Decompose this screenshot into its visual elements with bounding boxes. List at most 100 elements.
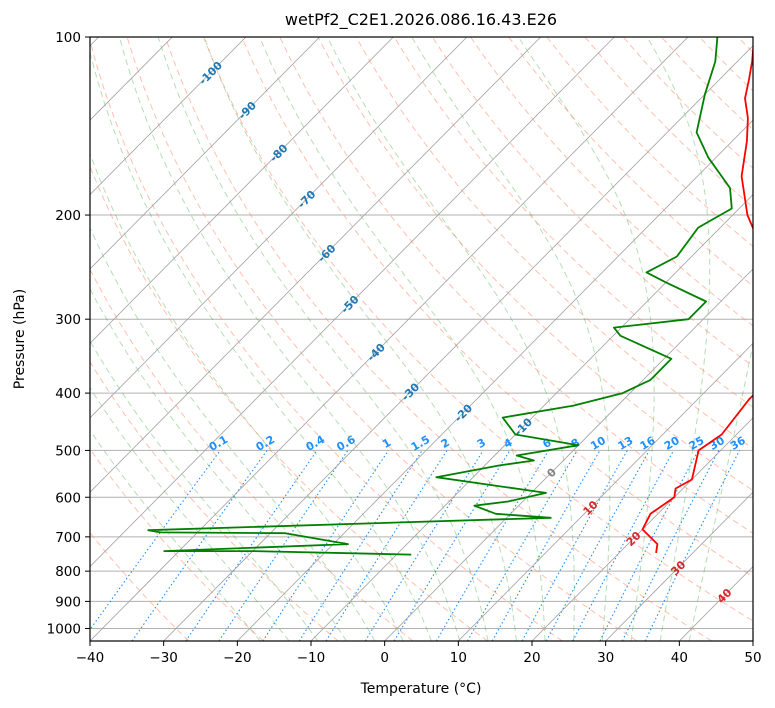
mixing-ratio-line xyxy=(491,450,601,641)
dry-adiabat-line xyxy=(90,38,563,641)
dry-adiabat-line xyxy=(508,37,753,287)
mixing-ratio-lines xyxy=(90,450,741,641)
isotherm-line xyxy=(237,119,753,641)
y-tick-label: 800 xyxy=(55,564,81,580)
y-tick-label: 100 xyxy=(55,30,81,46)
moist-adiabat-line xyxy=(90,287,347,641)
x-tick-label: −30 xyxy=(149,650,178,666)
moist-adiabat-line xyxy=(517,37,655,641)
mixing-ratio-line xyxy=(572,450,675,641)
x-tick-label: 30 xyxy=(597,650,614,666)
moist-adiabat-line xyxy=(203,37,517,641)
dry-adiabat-line xyxy=(546,37,753,248)
plot-frame xyxy=(89,36,754,642)
moist-adiabat-line xyxy=(259,37,546,641)
y-tick-label: 700 xyxy=(55,530,81,546)
isotherm-label: -20 xyxy=(452,401,475,424)
moist-adiabat-line xyxy=(688,341,753,641)
mixing-ratio-line xyxy=(621,450,720,641)
moist-adiabat-line xyxy=(119,37,461,641)
y-tick-label: 600 xyxy=(55,490,81,506)
isotherms xyxy=(90,37,753,641)
mixing-ratio-line xyxy=(545,450,650,641)
mixing-ratio-line xyxy=(644,450,741,641)
dry-adiabat-line xyxy=(279,37,753,534)
isotherm-line xyxy=(163,45,753,641)
x-tick-label: −40 xyxy=(76,650,105,666)
y-tick-label: 1000 xyxy=(47,621,81,637)
dry-adiabat-line xyxy=(355,37,753,450)
isotherm-line xyxy=(605,491,753,641)
dry-adiabat-line xyxy=(203,37,753,622)
isotherm-line xyxy=(752,640,753,641)
x-tick-label: −20 xyxy=(223,650,252,666)
isotherm-label: -70 xyxy=(295,188,318,211)
dry-adiabat-line xyxy=(90,448,264,641)
mixing-ratio-line xyxy=(218,450,349,641)
y-tick-label: 900 xyxy=(55,594,81,610)
moist-adiabat-line xyxy=(90,429,261,641)
dewpoint-profile xyxy=(147,37,733,556)
isotherm-line xyxy=(90,37,615,568)
x-tick-label: 50 xyxy=(744,650,761,666)
mixing-ratio-line xyxy=(185,450,318,641)
isotherm-label: -80 xyxy=(267,141,290,164)
y-tick-label: 400 xyxy=(55,386,81,402)
isotherm-label: -90 xyxy=(236,99,259,122)
chart-title: wetPf2_C2E1.2026.086.16.43.E26 xyxy=(285,10,557,30)
dry-adiabat-line xyxy=(90,268,414,641)
moist-adiabat-line xyxy=(157,37,489,641)
isotherm-line xyxy=(90,37,394,344)
moist-adiabats xyxy=(90,37,753,641)
dry-adiabat-line xyxy=(470,37,753,327)
moist-adiabat-line xyxy=(90,340,319,641)
isotherm-line xyxy=(531,417,753,641)
x-tick-label: 20 xyxy=(523,650,540,666)
mixing-ratio-line xyxy=(262,450,389,641)
dry-adiabat-line xyxy=(660,37,753,131)
dry-adiabat-label: 20 xyxy=(624,529,644,549)
mixing-ratio-line xyxy=(298,450,423,641)
mixing-ratio-line xyxy=(325,450,448,641)
dry-adiabat-label: 30 xyxy=(668,558,688,578)
mixing-ratio-line xyxy=(393,450,511,641)
isotherm-line xyxy=(90,37,689,641)
mixing-ratio-line xyxy=(90,450,221,631)
dry-adiabat-line xyxy=(241,37,753,578)
pressure-gridlines xyxy=(90,37,753,629)
isotherm-line xyxy=(90,37,468,419)
x-tick-label: 40 xyxy=(671,650,688,666)
dry-adiabat-line xyxy=(126,37,638,641)
dry-adiabat-line xyxy=(584,37,753,208)
isotherm-label: -100 xyxy=(196,59,225,88)
moist-adiabat-line xyxy=(326,37,575,641)
x-tick-label: 10 xyxy=(450,650,467,666)
y-tick-label: 200 xyxy=(55,208,81,224)
isotherm-line xyxy=(90,37,541,493)
mixing-ratio-line xyxy=(364,450,484,641)
dry-adiabat-label: 40 xyxy=(715,586,735,606)
isotherm-label: -40 xyxy=(365,341,388,364)
moist-adiabat-line xyxy=(90,386,290,641)
mixing-ratio-line xyxy=(599,450,699,641)
isotherm-line xyxy=(90,37,247,196)
dry-adiabat-label: 10 xyxy=(581,498,601,518)
mixing-ratio-label: 2 xyxy=(439,436,452,451)
dry-adiabats xyxy=(90,37,753,641)
moist-adiabat-line xyxy=(411,37,611,641)
isotherm-line xyxy=(90,37,320,270)
dry-adiabat-line xyxy=(699,37,753,92)
x-tick-label: −10 xyxy=(297,650,326,666)
y-axis-ticks: 100 200 300 400 500 600 700 800 900 1000 xyxy=(47,30,90,637)
mixing-ratio-line xyxy=(521,450,628,641)
moist-adiabat-line xyxy=(90,152,404,641)
isotherm-line xyxy=(458,342,753,641)
dry-adiabat-line xyxy=(622,37,753,169)
isotherm-label: -30 xyxy=(399,380,422,403)
moist-adiabat-line xyxy=(90,50,432,641)
y-tick-label: 300 xyxy=(55,312,81,328)
plot-area: 0.1 0.2 0.4 0.6 1 1.5 2 3 4 6 8 10 13 16 20 25 30 36-100-… xyxy=(90,37,753,641)
isotherm-line xyxy=(679,566,753,641)
y-tick-label: 500 xyxy=(55,443,81,459)
